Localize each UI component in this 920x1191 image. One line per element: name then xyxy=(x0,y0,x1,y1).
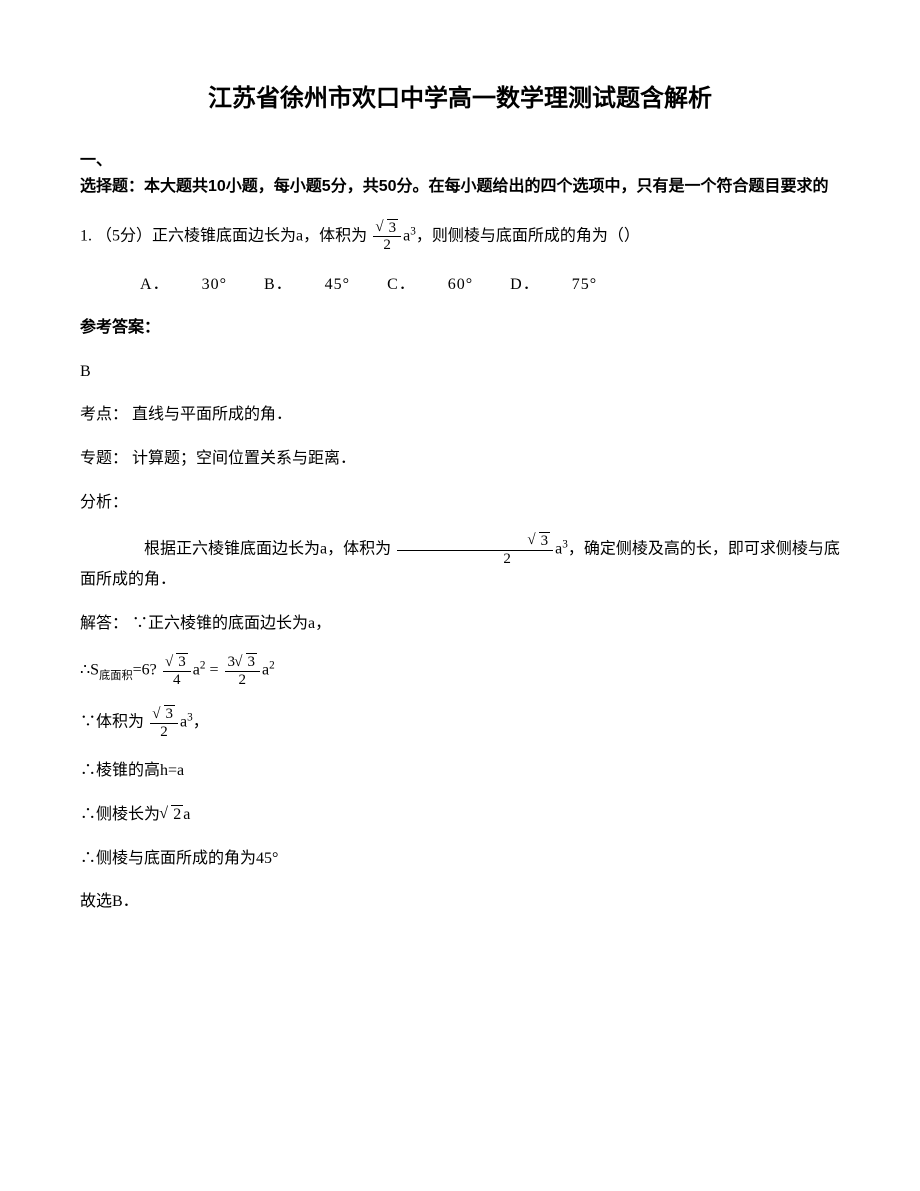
edge-line: ∴侧棱长为 2a xyxy=(80,802,840,828)
opt-a-label: A． xyxy=(140,276,170,293)
vol-line: ∵体积为 3 2 a3， xyxy=(80,706,840,740)
opt-c-val: 60° xyxy=(448,276,473,293)
fenxi-prefix: 根据正六棱锥底面边长为a，体积为 xyxy=(144,541,391,558)
height-line: ∴棱锥的高h=a xyxy=(80,758,840,784)
jieda-line1: 解答： ∵正六棱锥的底面边长为a， xyxy=(80,611,840,637)
fenxi-body: 根据正六棱锥底面边长为a，体积为 3 2 a3，确定侧棱及高的长，即可求侧棱与底… xyxy=(80,533,840,593)
opt-b-val: 45° xyxy=(325,276,350,293)
zhuanti-label: 专题： xyxy=(80,450,128,467)
opt-d-val: 75° xyxy=(572,276,597,293)
opt-a-val: 30° xyxy=(202,276,227,293)
vol-frac-den: 2 xyxy=(150,724,178,741)
q1-frac-den: 2 xyxy=(373,237,401,254)
s-frac2-den: 2 xyxy=(225,672,261,689)
section-1-num: 一、 xyxy=(80,152,112,169)
kaodian: 考点： 直线与平面所成的角． xyxy=(80,402,840,428)
section-1-desc: 选择题：本大题共10小题，每小题5分，共50分。在每小题给出的四个选项中，只有是… xyxy=(80,178,829,195)
vol-prefix: ∵体积为 xyxy=(80,714,144,731)
vol-suffix: ， xyxy=(193,714,209,731)
page-title: 江苏省徐州市欢口中学高一数学理测试题含解析 xyxy=(80,80,840,118)
answer-label: 参考答案： xyxy=(80,315,840,341)
q1-frac-num: 3 xyxy=(387,219,399,236)
q1-tail: ，则侧棱与底面所成的角为（） xyxy=(416,227,640,244)
s-frac2-rad: 3 xyxy=(246,653,258,670)
vol-frac-num: 3 xyxy=(164,705,176,722)
zhuanti: 专题： 计算题；空间位置关系与距离． xyxy=(80,446,840,472)
s-eq: = xyxy=(209,662,218,679)
s-frac1-den: 4 xyxy=(163,672,191,689)
vol-fraction: 3 2 xyxy=(150,706,178,740)
fenxi-label: 分析： xyxy=(80,490,840,516)
opt-c-label: C． xyxy=(387,276,416,293)
angle-line: ∴侧棱与底面所成的角为45° xyxy=(80,846,840,872)
jieda-text1: ∵正六棱锥的底面边长为a， xyxy=(132,615,331,632)
s-area-line: ∴S底面积=6? 3 4 a2 = 33 2 a2 xyxy=(80,654,840,688)
s-a1: a xyxy=(193,662,200,679)
jieda-label: 解答： xyxy=(80,615,128,632)
zhuanti-value: 计算题；空间位置关系与距离． xyxy=(132,450,356,467)
s-frac1: 3 4 xyxy=(163,654,191,688)
q1-options: A． 30° B． 45° C． 60° D． 75° xyxy=(140,272,840,298)
edge-rad: 2 xyxy=(171,805,183,823)
s-sub: 底面积 xyxy=(99,670,133,682)
answer-value: B xyxy=(80,359,840,385)
q1-prefix: 1. （5分）正六棱锥底面边长为a，体积为 xyxy=(80,227,367,244)
q1-fraction: 3 2 xyxy=(373,220,401,254)
s-prefix: ∴S xyxy=(80,662,99,679)
s-frac2: 33 2 xyxy=(225,654,261,688)
kaodian-value: 直线与平面所成的角． xyxy=(132,406,292,423)
section-1-heading: 一、 选择题：本大题共10小题，每小题5分，共50分。在每小题给出的四个选项中，… xyxy=(80,148,840,199)
opt-b-label: B． xyxy=(264,276,293,293)
fenxi-frac-den: 2 xyxy=(397,551,553,568)
s-exp2: 2 xyxy=(269,660,275,672)
opt-d-label: D． xyxy=(510,276,540,293)
s-mid: =6? xyxy=(133,662,157,679)
s-frac1-num: 3 xyxy=(176,653,188,670)
edge-suffix: a xyxy=(183,806,190,823)
edge-prefix: ∴侧棱长为 xyxy=(80,806,160,823)
kaodian-label: 考点： xyxy=(80,406,128,423)
fenxi-frac-num: 3 xyxy=(539,532,551,549)
final-line: 故选B． xyxy=(80,889,840,915)
question-1: 1. （5分）正六棱锥底面边长为a，体积为 3 2 a3，则侧棱与底面所成的角为… xyxy=(80,220,840,254)
s-exp1: 2 xyxy=(200,660,206,672)
fenxi-fraction: 3 2 xyxy=(397,533,553,567)
